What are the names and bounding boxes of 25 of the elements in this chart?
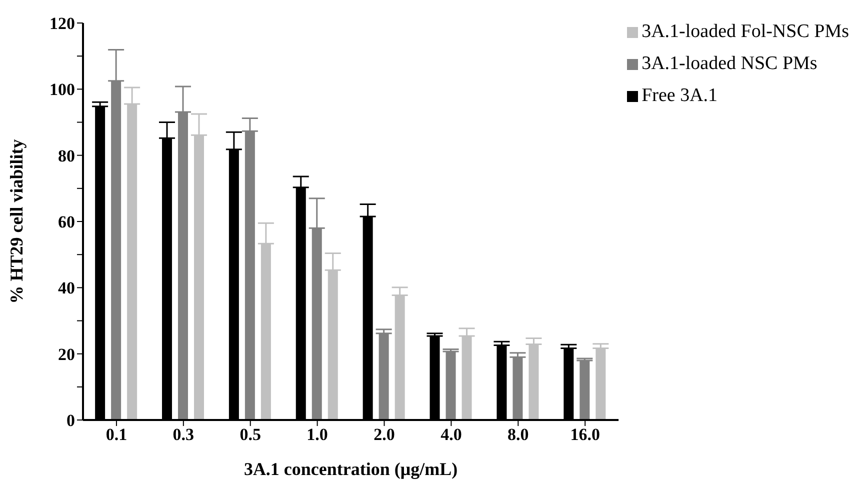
bar [446,352,456,420]
x-tick-label: 16.0 [570,425,600,444]
bar [596,348,606,420]
legend-label: 3A.1-loaded Fol-NSC PMs [642,21,849,42]
x-tick-label: 0.3 [172,425,194,444]
y-tick-label: 100 [50,80,75,100]
y-axis-title: % HT29 cell viability [6,139,26,304]
y-tick-label: 20 [58,344,75,364]
x-tick-label: 1.0 [306,425,328,444]
bar [580,360,590,420]
bar [512,357,523,420]
legend-label: Free 3A.1 [642,85,718,106]
x-tick-label: 0.1 [106,425,128,444]
x-axis-title: 3A.1 concentration (μg/mL) [244,459,458,479]
y-tick-label: 0 [66,411,75,430]
y-tick-label: 60 [58,212,75,232]
bar [378,333,389,420]
y-tick-label: 40 [58,278,75,298]
x-tick-label: 8.0 [508,425,529,444]
x-tick-label: 0.5 [240,425,261,444]
x-tick-label: 2.0 [374,425,395,444]
x-tick-label: 4.0 [440,425,462,444]
legend-label: 3A.1-loaded NSC PMs [642,53,818,74]
y-tick-label: 80 [58,146,75,166]
y-tick-label: 120 [50,14,75,34]
